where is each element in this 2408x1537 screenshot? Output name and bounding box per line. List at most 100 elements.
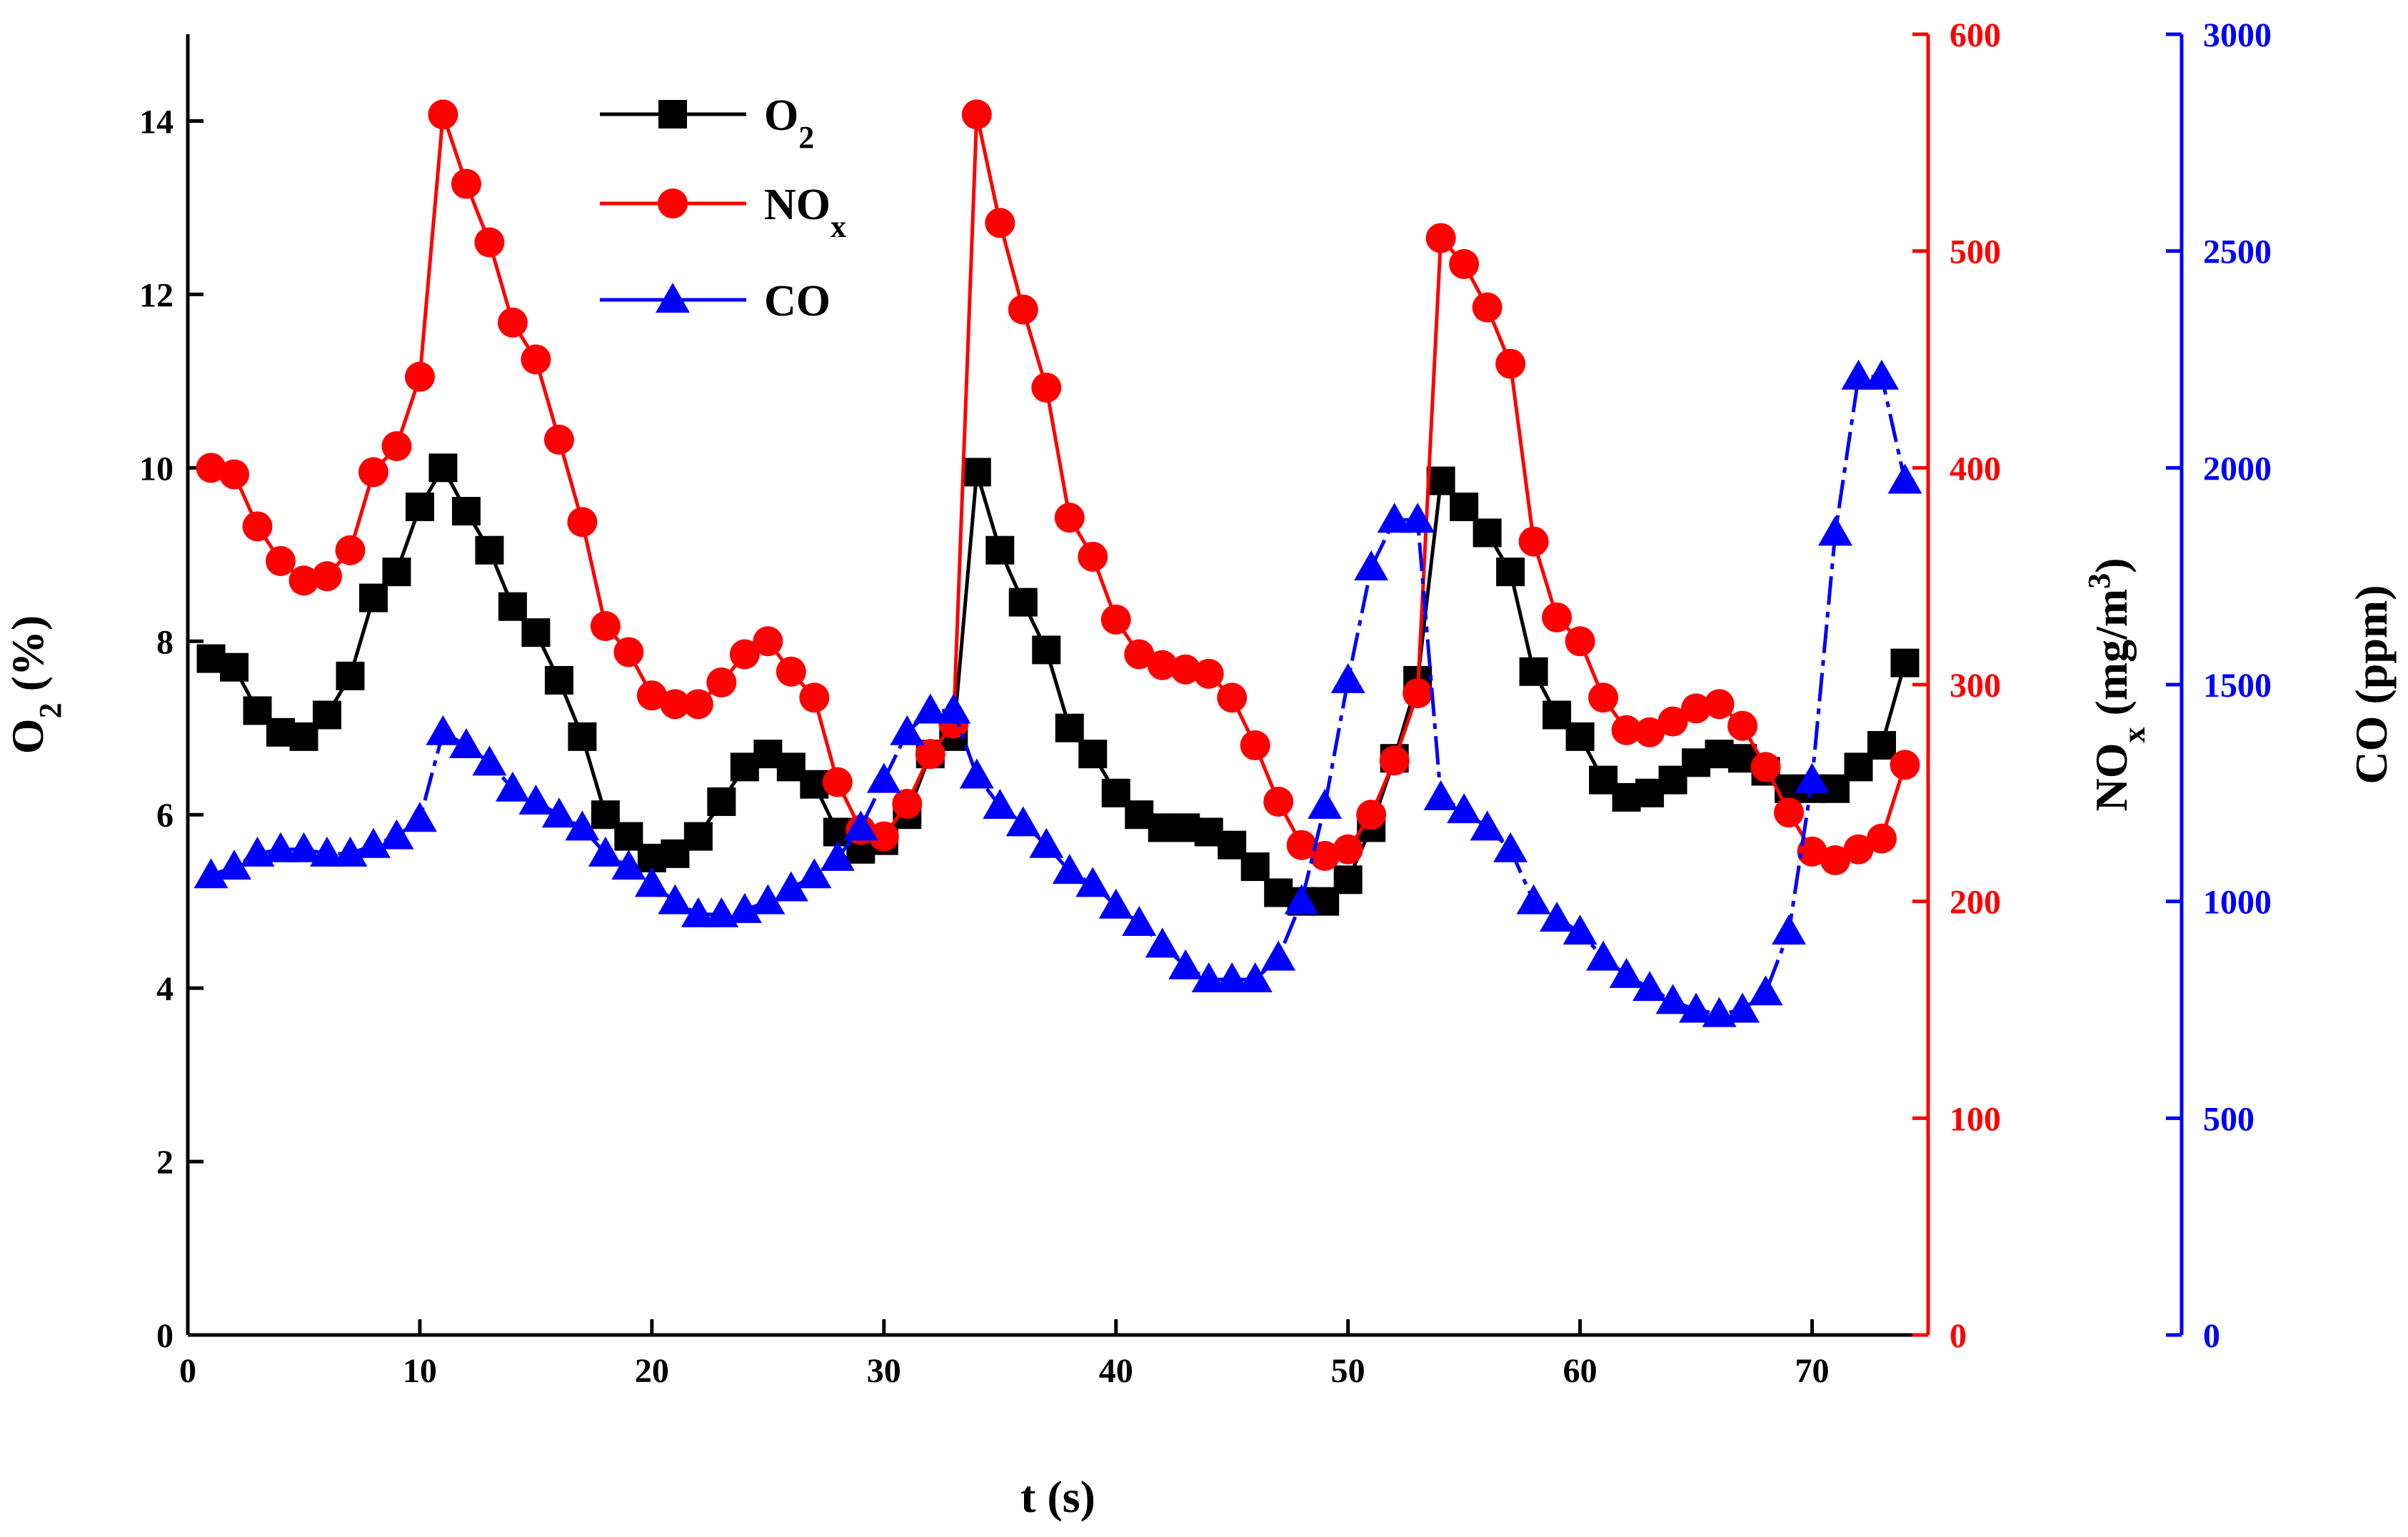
point-NOx bbox=[1240, 730, 1270, 761]
point-O2 bbox=[475, 535, 504, 565]
point-CO bbox=[518, 784, 553, 815]
point-CO bbox=[1330, 662, 1365, 693]
point-CO bbox=[1887, 463, 1922, 494]
point-O2 bbox=[1890, 648, 1920, 677]
point-O2 bbox=[498, 592, 527, 621]
point-O2 bbox=[521, 618, 551, 647]
legend: O2 NOx CO bbox=[600, 91, 846, 326]
point-NOx bbox=[404, 361, 435, 392]
point-CO bbox=[402, 802, 437, 832]
o2-tick-label: 12 bbox=[139, 276, 174, 314]
point-NOx bbox=[1310, 840, 1340, 871]
point-NOx bbox=[311, 561, 342, 592]
point-CO bbox=[1122, 906, 1157, 937]
point-O2 bbox=[451, 497, 481, 526]
nox-axis-title-text: NOx (mg/m3) bbox=[2082, 558, 2152, 811]
point-NOx bbox=[590, 611, 621, 642]
point-CO bbox=[1470, 810, 1505, 841]
point-NOx bbox=[1727, 710, 1758, 741]
x-tick-label: 50 bbox=[1331, 1352, 1365, 1390]
point-CO bbox=[959, 758, 994, 789]
x-axis-title: t (s) bbox=[1020, 1471, 1095, 1522]
legend-label: NOx bbox=[764, 181, 846, 244]
point-NOx bbox=[1356, 800, 1387, 830]
point-CO bbox=[890, 715, 925, 745]
point-CO bbox=[1748, 975, 1783, 1006]
o2-axis-title-text: O2 (%) bbox=[2, 615, 68, 754]
point-CO bbox=[1098, 888, 1133, 919]
co-tick-label: 2500 bbox=[2203, 233, 2272, 271]
point-CO bbox=[634, 867, 669, 897]
point-NOx bbox=[683, 689, 713, 720]
point-NOx bbox=[335, 535, 366, 565]
point-O2 bbox=[1496, 558, 1525, 587]
nox-tick-label: 200 bbox=[1950, 884, 2001, 922]
point-O2 bbox=[544, 665, 573, 695]
point-CO bbox=[565, 810, 600, 841]
point-CO bbox=[472, 745, 507, 776]
point-CO bbox=[1191, 962, 1226, 992]
point-CO bbox=[1493, 832, 1528, 862]
point-CO bbox=[983, 789, 1018, 820]
legend-marker bbox=[658, 100, 687, 128]
legend-item-CO: CO bbox=[600, 277, 831, 326]
point-NOx bbox=[242, 511, 273, 542]
point-NOx bbox=[567, 507, 598, 538]
point-CO bbox=[1377, 503, 1412, 533]
point-CO bbox=[1586, 940, 1621, 971]
co-tick-label: 3000 bbox=[2203, 16, 2272, 54]
co-tick-label: 1500 bbox=[2203, 667, 2272, 705]
point-NOx bbox=[358, 457, 388, 488]
point-NOx bbox=[497, 307, 528, 338]
point-CO bbox=[1145, 927, 1180, 958]
o2-tick-label: 2 bbox=[156, 1144, 174, 1181]
nox-tick-label: 300 bbox=[1950, 667, 2001, 705]
point-CO bbox=[263, 832, 298, 862]
x-tick-label: 30 bbox=[867, 1352, 901, 1390]
point-O2 bbox=[1078, 740, 1108, 769]
point-CO bbox=[1284, 884, 1319, 914]
axes-layer: 0 10 20 30 40 50 60 70 t (s) 0 2 4 6 8 10 12 14 0 100 200 30… bbox=[2, 16, 2397, 1522]
legend-marker bbox=[656, 283, 690, 313]
point-NOx bbox=[799, 682, 830, 713]
point-CO bbox=[1795, 762, 1830, 793]
point-CO bbox=[194, 858, 229, 889]
x-tick-label: 40 bbox=[1099, 1352, 1133, 1390]
point-O2 bbox=[1055, 713, 1084, 742]
point-CO bbox=[495, 771, 530, 802]
point-NOx bbox=[1890, 750, 1920, 780]
x-tick-label: 20 bbox=[635, 1352, 669, 1390]
legend-item-O2: O2 bbox=[600, 91, 814, 155]
point-NOx bbox=[1867, 823, 1897, 854]
point-CO bbox=[1052, 854, 1087, 885]
point-CO bbox=[1818, 515, 1853, 546]
point-CO bbox=[1354, 550, 1389, 581]
legend-marker bbox=[658, 188, 688, 218]
point-O2 bbox=[1032, 635, 1061, 665]
point-CO bbox=[1447, 793, 1482, 824]
point-CO bbox=[1632, 971, 1667, 1002]
point-NOx bbox=[1403, 678, 1433, 709]
point-CO bbox=[1308, 789, 1343, 820]
nox-tick-label: 400 bbox=[1950, 450, 2001, 488]
point-NOx bbox=[892, 789, 923, 820]
point-NOx bbox=[1542, 602, 1572, 633]
point-CO bbox=[1516, 884, 1551, 914]
point-NOx bbox=[1147, 650, 1178, 680]
series-NOx bbox=[196, 99, 1920, 875]
point-O2 bbox=[219, 652, 249, 682]
o2-tick-label: 8 bbox=[156, 623, 174, 661]
point-CO bbox=[1400, 503, 1435, 533]
point-NOx bbox=[1263, 786, 1294, 817]
o2-tick-label: 14 bbox=[139, 103, 174, 141]
point-CO bbox=[588, 836, 623, 867]
point-NOx bbox=[1008, 294, 1038, 325]
point-NOx bbox=[1843, 834, 1874, 865]
point-CO bbox=[1540, 901, 1575, 932]
point-CO bbox=[1029, 827, 1064, 858]
point-NOx bbox=[1704, 689, 1735, 720]
point-NOx bbox=[1657, 706, 1688, 737]
point-NOx bbox=[613, 637, 644, 667]
point-CO bbox=[356, 827, 391, 858]
point-NOx bbox=[1797, 836, 1827, 867]
